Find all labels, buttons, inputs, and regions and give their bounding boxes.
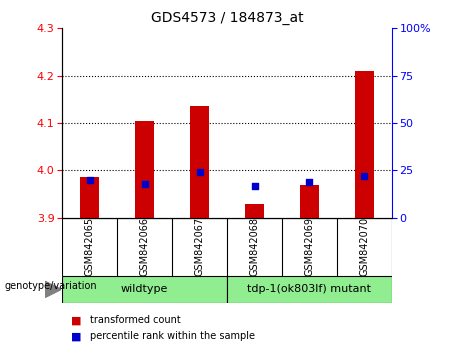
Point [251, 183, 258, 188]
Bar [355, 71, 374, 218]
Bar [135, 121, 154, 218]
Polygon shape [45, 281, 61, 297]
Bar [80, 177, 99, 218]
Bar [245, 204, 264, 218]
Text: GSM842069: GSM842069 [304, 217, 314, 276]
Bar [300, 184, 319, 218]
Text: wildtype: wildtype [121, 284, 168, 295]
Text: tdp-1(ok803lf) mutant: tdp-1(ok803lf) mutant [248, 284, 372, 295]
Text: ■: ■ [71, 331, 82, 341]
Point [361, 173, 368, 179]
Text: transformed count: transformed count [90, 315, 181, 325]
Bar [62, 276, 227, 303]
Point [141, 181, 148, 187]
Text: genotype/variation: genotype/variation [5, 281, 97, 291]
Text: GSM842067: GSM842067 [195, 217, 205, 276]
Point [306, 179, 313, 184]
Point [196, 170, 203, 175]
Text: percentile rank within the sample: percentile rank within the sample [90, 331, 255, 341]
Point [86, 177, 94, 183]
Bar [190, 107, 209, 218]
Bar [227, 276, 392, 303]
Text: ■: ■ [71, 315, 82, 325]
Title: GDS4573 / 184873_at: GDS4573 / 184873_at [151, 11, 303, 24]
Text: GSM842066: GSM842066 [140, 217, 150, 276]
Text: GSM842068: GSM842068 [249, 217, 260, 276]
Text: GSM842065: GSM842065 [85, 217, 95, 276]
Text: GSM842070: GSM842070 [360, 217, 369, 276]
